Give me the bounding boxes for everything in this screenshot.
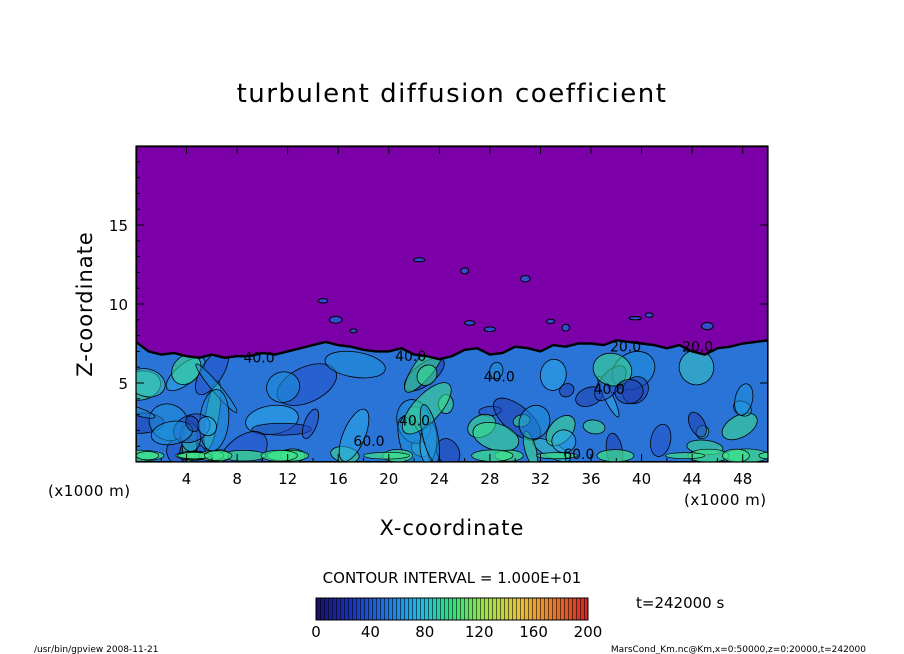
time-label: t=242000 s — [636, 594, 724, 612]
detached-eddy — [460, 267, 470, 275]
eddy-patch — [266, 371, 301, 403]
eddy-patch — [582, 419, 606, 435]
surface-patch — [758, 452, 768, 460]
contour-label: 60.0 — [563, 447, 594, 463]
colorbar: 0 40 80 120 160 200 — [311, 597, 603, 641]
colorbar-tick-label: 160 — [519, 623, 548, 641]
colorbar-tick-label: 40 — [361, 623, 380, 641]
surface-patch — [535, 452, 578, 460]
eddy-patch — [721, 412, 758, 441]
eddy-patch — [734, 383, 754, 416]
eddy-patch — [614, 379, 644, 405]
surface-patch — [136, 451, 160, 461]
colorbar-tick-label: 120 — [465, 623, 494, 641]
free-atmosphere-region — [136, 146, 768, 361]
x-tick-label: 16 — [329, 470, 348, 488]
x-tick-label: 20 — [379, 470, 398, 488]
colorbar-tick-label: 80 — [415, 623, 434, 641]
detached-eddy — [349, 328, 358, 334]
eddy-patch — [518, 404, 551, 440]
surface-patch — [596, 449, 635, 462]
colorbar-tick-label: 0 — [311, 623, 321, 641]
y-tick-label: 5 — [118, 375, 128, 393]
contour-label: 40.0 — [243, 350, 274, 366]
eddy-patch — [185, 415, 200, 433]
detached-eddy — [413, 257, 426, 263]
surface-patch — [203, 450, 233, 462]
x-tick-label: 48 — [733, 470, 752, 488]
eddy-patch — [489, 361, 504, 380]
x-unit-left: (x1000 m) — [48, 482, 131, 500]
contour-label: 20.0 — [610, 339, 641, 355]
x-tick-label: 44 — [683, 470, 702, 488]
surface-patch — [722, 448, 750, 462]
colorbar-stripes — [316, 598, 588, 620]
surface-patch — [363, 451, 410, 460]
x-tick-label: 8 — [232, 470, 242, 488]
x-tick-label: 12 — [278, 470, 297, 488]
detached-eddy — [317, 298, 329, 304]
y-axis: 5 10 15 — [109, 161, 768, 447]
eddy-patch — [324, 350, 386, 379]
colorbar-tick-label: 200 — [574, 623, 603, 641]
y-tick-label: 15 — [109, 217, 128, 235]
eddy-patch — [197, 416, 217, 437]
eddy-patch — [688, 411, 707, 438]
detached-eddy — [644, 312, 654, 318]
detached-eddy — [520, 274, 531, 283]
x-tick-label: 4 — [182, 470, 192, 488]
footer-right: MarsCond_Km.nc@Km,x=0:50000,z=0:20000,t=… — [611, 645, 866, 654]
detached-eddy — [463, 320, 476, 326]
detached-eddy — [701, 322, 714, 331]
eddy-patch — [650, 423, 672, 457]
x-tick-label: 28 — [480, 470, 499, 488]
x-tick-label: 24 — [430, 470, 449, 488]
contour-label: 60.0 — [353, 434, 384, 450]
contour-label: 40.0 — [395, 349, 426, 365]
y-axis-label: Z-coordinate — [73, 231, 97, 377]
contour-label: 40.0 — [594, 382, 625, 398]
eddy-patch — [539, 358, 567, 391]
eddy-patch — [302, 408, 319, 439]
detached-eddy — [628, 316, 643, 321]
eddy-patch — [592, 352, 633, 387]
x-tick-label: 32 — [531, 470, 550, 488]
eddy-patch — [472, 422, 520, 452]
plot-area: 40.0 40.0 40.0 60.0 40.0 20.0 40.0 20.0 60.0 — [136, 146, 768, 463]
eddy-patch — [416, 364, 438, 386]
detached-eddy — [328, 315, 343, 324]
colorbar-frame — [315, 597, 589, 621]
x-tick-label: 36 — [581, 470, 600, 488]
x-unit-right: (x1000 m) — [684, 491, 767, 509]
contour-label: 40.0 — [399, 414, 430, 430]
contour-label: 40.0 — [484, 369, 515, 385]
eddy-patch — [136, 368, 166, 398]
eddy-patch — [419, 404, 440, 462]
x-axis-label: X-coordinate — [380, 516, 525, 540]
footer-left: /usr/bin/gpview 2008-11-21 — [34, 645, 158, 654]
eddy-patch — [559, 383, 575, 398]
surface-patch — [664, 452, 706, 460]
x-axis: 4 8 12 16 20 24 28 32 36 40 44 48 — [160, 146, 752, 488]
eddy-patch — [338, 408, 370, 462]
detached-eddy — [561, 323, 571, 332]
detached-eddy — [483, 326, 497, 333]
contour-interval-label: CONTOUR INTERVAL = 1.000E+01 — [323, 569, 582, 587]
surface-patch — [260, 449, 298, 462]
contour-label: 20.0 — [682, 339, 713, 355]
detached-eddy — [546, 318, 556, 324]
x-tick-label: 40 — [632, 470, 651, 488]
chart-title: turbulent diffusion coefficient — [237, 79, 668, 109]
y-tick-label: 10 — [109, 296, 128, 314]
surface-patch — [471, 449, 514, 462]
